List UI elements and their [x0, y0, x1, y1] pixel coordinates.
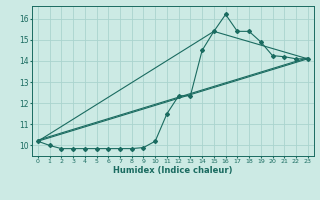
X-axis label: Humidex (Indice chaleur): Humidex (Indice chaleur): [113, 166, 233, 175]
